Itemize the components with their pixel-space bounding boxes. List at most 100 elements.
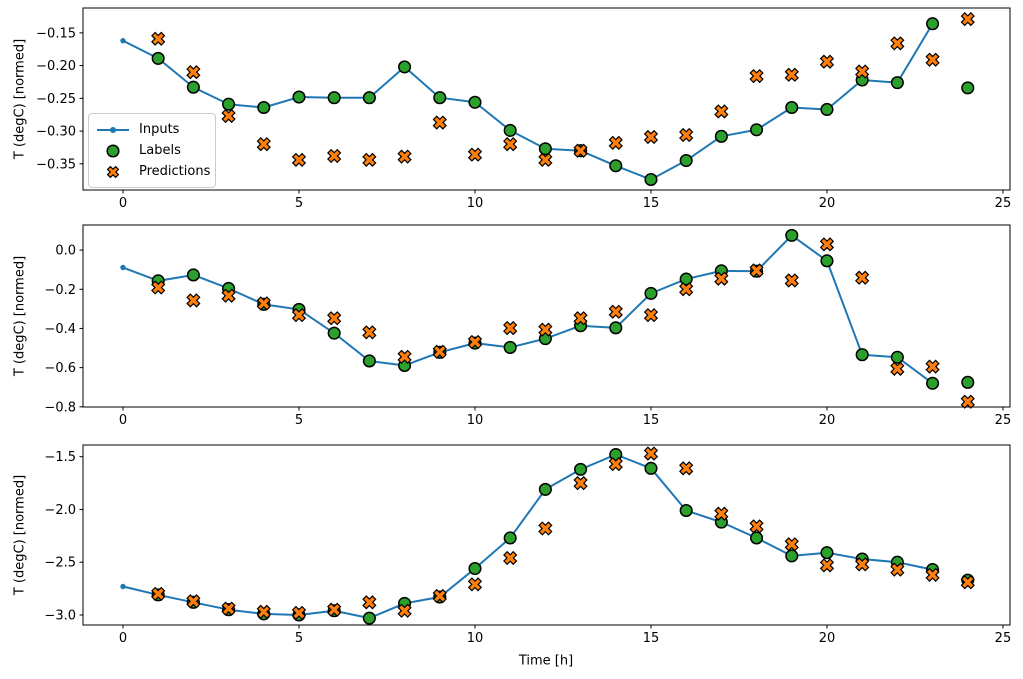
- predictions-x-marker: [573, 475, 588, 491]
- labels-circle-marker: [398, 60, 412, 74]
- labels-circle-marker: [890, 350, 904, 364]
- predictions-x-marker: [679, 461, 694, 476]
- x-tick-label: 5: [295, 196, 303, 211]
- labels-circle-marker: [820, 546, 834, 560]
- predictions-x-marker: [221, 288, 236, 303]
- predictions-x-marker: [855, 557, 870, 572]
- predictions-x-marker: [432, 115, 447, 130]
- labels-circle-marker: [222, 97, 236, 111]
- predictions-x-marker: [186, 293, 201, 308]
- x-tick-label: 25: [995, 413, 1012, 428]
- axes-frame: [82, 444, 1011, 626]
- predictions-x-marker: [327, 602, 342, 617]
- legend-label-labels: Labels: [139, 143, 181, 158]
- labels-circle-marker: [961, 81, 975, 95]
- predictions-x-marker: [960, 575, 975, 590]
- y-tick-label: −0.2: [44, 283, 76, 298]
- predictions-x-marker: [749, 519, 764, 534]
- inputs-line: [122, 234, 934, 385]
- predictions-x-marker: [327, 311, 342, 326]
- labels-circle-marker: [820, 254, 834, 268]
- predictions-x-marker: [467, 577, 483, 592]
- predictions-x-marker: [362, 325, 377, 340]
- predictions-x-marker: [784, 67, 799, 82]
- labels-circle-marker: [574, 462, 588, 476]
- labels-circle-marker: [292, 90, 306, 104]
- x-tick-label: 15: [643, 631, 660, 646]
- predictions-x-marker: [608, 456, 623, 472]
- legend-item-labels: Labels: [96, 140, 207, 161]
- labels-circle-marker: [257, 100, 271, 115]
- predictions-x-marker: [256, 296, 271, 311]
- predictions-x-marker: [714, 104, 729, 119]
- labels-circle-marker: [785, 549, 799, 563]
- predictions-x-marker: [291, 307, 307, 323]
- predictions-x-marker: [397, 149, 412, 164]
- y-tick-label: −2.0: [44, 503, 76, 518]
- labels-circle-marker: [750, 123, 764, 137]
- predictions-x-marker: [960, 11, 975, 27]
- labels-circle-marker: [855, 348, 869, 362]
- y-tick-label: −0.25: [36, 92, 76, 107]
- x-marker-icon: [96, 164, 130, 180]
- labels-circle-marker: [926, 376, 940, 390]
- predictions-x-marker: [538, 521, 553, 536]
- predictions-x-marker: [397, 603, 412, 618]
- predictions-x-marker: [221, 601, 236, 616]
- labels-circle-marker: [679, 272, 693, 286]
- predictions-x-marker: [362, 595, 377, 610]
- predictions-x-marker: [679, 282, 694, 297]
- legend-item-inputs: Inputs: [96, 119, 207, 140]
- x-tick-label: 0: [119, 196, 127, 211]
- labels-circle-marker: [609, 321, 623, 335]
- labels-circle-marker: [609, 159, 623, 173]
- predictions-x-marker: [432, 344, 447, 359]
- labels-circle-marker: [186, 268, 200, 282]
- labels-circle-marker: [362, 354, 376, 368]
- labels-circle-marker: [468, 562, 482, 576]
- subplot-3: 0 5 10 15 20 25 −1.5 −2.0 −2.5 −3.0: [44, 444, 1011, 646]
- y-axis-label-subplot-1: T (degC) [normed]: [12, 38, 28, 160]
- circle-marker-icon: [96, 143, 130, 159]
- predictions-x-marker: [538, 322, 553, 337]
- predictions-x-marker: [890, 361, 905, 376]
- y-tick-label: −0.35: [36, 157, 76, 172]
- y-axis-label-subplot-2: T (degC) [normed]: [12, 255, 28, 377]
- labels-circle-marker: [503, 531, 517, 545]
- y-axis-label-subplot-3: T (degC) [normed]: [12, 474, 28, 596]
- predictions-x-marker: [784, 537, 799, 552]
- labels-circle-marker: [503, 340, 517, 354]
- predictions-x-marker: [151, 31, 166, 46]
- predictions-x-marker: [890, 36, 905, 51]
- labels-circle-marker: [679, 503, 693, 518]
- x-tick-label: 20: [819, 196, 836, 211]
- predictions-x-marker: [925, 567, 940, 583]
- x-tick-label: 20: [819, 631, 836, 646]
- line-marker-icon: [96, 124, 130, 136]
- x-tick-label: 15: [643, 413, 660, 428]
- labels-circle-marker: [785, 100, 799, 115]
- labels-circle-marker: [538, 482, 552, 496]
- labels-circle-marker: [714, 129, 728, 143]
- y-tick-label: −1.5: [44, 450, 76, 465]
- predictions-x-marker: [714, 271, 729, 286]
- predictions-x-marker: [573, 143, 588, 158]
- labels-circle-marker: [538, 142, 552, 156]
- labels-circle-marker: [644, 172, 658, 187]
- predictions-x-marker: [819, 237, 835, 252]
- y-tick-label: −0.4: [44, 322, 76, 337]
- predictions-x-marker: [855, 64, 870, 79]
- predictions-x-marker: [608, 304, 623, 319]
- predictions-x-marker: [679, 127, 694, 143]
- legend: Inputs Labels Predictions: [88, 113, 216, 188]
- inputs-dot-marker: [120, 38, 126, 44]
- inputs-line: [122, 453, 933, 620]
- predictions-x-marker: [503, 137, 518, 152]
- labels-circle-marker: [151, 51, 165, 65]
- labels-circle-marker: [433, 91, 447, 105]
- predictions-x-marker: [503, 550, 518, 566]
- predictions-x-marker: [432, 588, 447, 604]
- predictions-x-marker: [749, 68, 764, 84]
